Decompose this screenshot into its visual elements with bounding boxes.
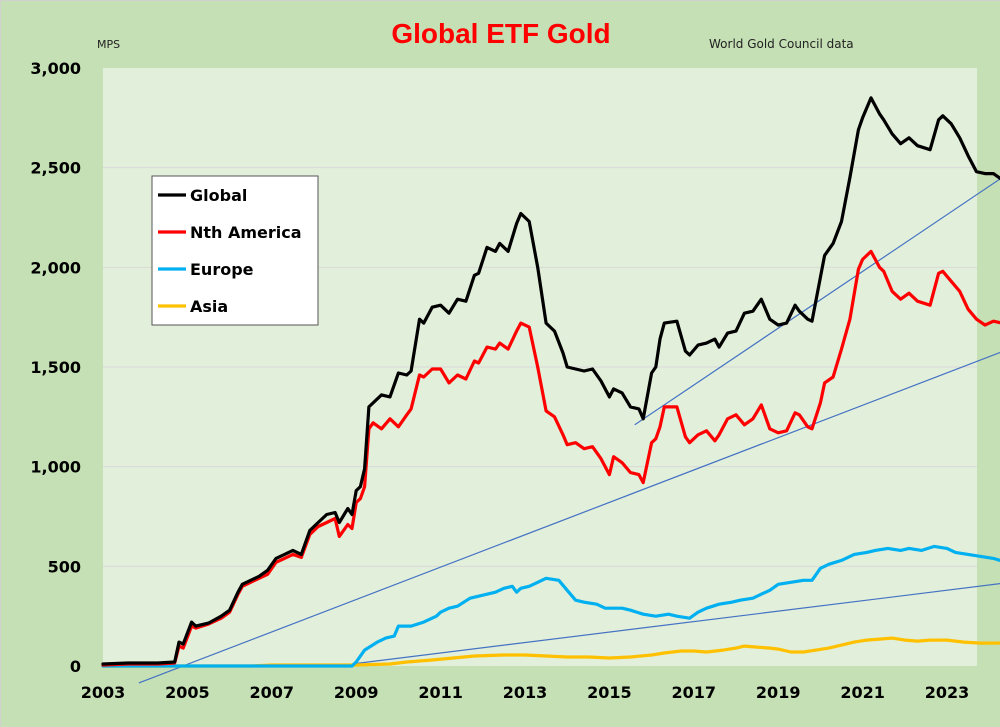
y-axis-label: MPS (97, 38, 120, 51)
y-tick-label: 3,000 (30, 59, 81, 78)
legend-label: Asia (190, 297, 228, 316)
legend: Global Nth America Europe Asia (151, 175, 319, 326)
series-line-global (101, 96, 1000, 666)
legend-label: Nth America (190, 223, 302, 242)
legend-label: Global (190, 186, 247, 205)
legend-box (151, 175, 319, 326)
y-axis: 0 500 1,000 1,500 2,000 2,500 3,000 (30, 59, 81, 676)
y-tick-label: 1,000 (30, 458, 81, 477)
y-tick-label: 1,500 (30, 358, 81, 377)
chart-title: Global ETF Gold (391, 18, 610, 49)
x-tick-label: 2023 (925, 683, 970, 702)
y-tick-label: 0 (70, 657, 81, 676)
x-tick-label: 2015 (587, 683, 632, 702)
trend-lines (138, 178, 1000, 684)
x-tick-label: 2021 (840, 683, 885, 702)
legend-label: Europe (190, 260, 254, 279)
x-tick-label: 2003 (81, 683, 126, 702)
trend-line (351, 583, 1000, 665)
series-line-europe (101, 544, 1000, 668)
x-axis: 2003 2005 2007 2009 2011 2013 2015 2017 2019 2021… (81, 683, 970, 702)
y-tick-label: 500 (48, 557, 81, 576)
series-line-asia (101, 636, 1000, 668)
trend-line (138, 351, 1000, 684)
x-tick-label: 2013 (503, 683, 548, 702)
x-tick-label: 2007 (250, 683, 295, 702)
y-tick-label: 2,000 (30, 258, 81, 277)
source-note: World Gold Council data (709, 37, 854, 51)
x-tick-label: 2019 (756, 683, 801, 702)
x-tick-label: 2011 (418, 683, 463, 702)
x-tick-label: 2009 (334, 683, 379, 702)
series-lines (101, 96, 1000, 668)
x-tick-label: 2017 (672, 683, 717, 702)
y-tick-label: 2,500 (30, 159, 81, 178)
trend-line (634, 178, 1000, 426)
x-tick-label: 2005 (165, 683, 210, 702)
